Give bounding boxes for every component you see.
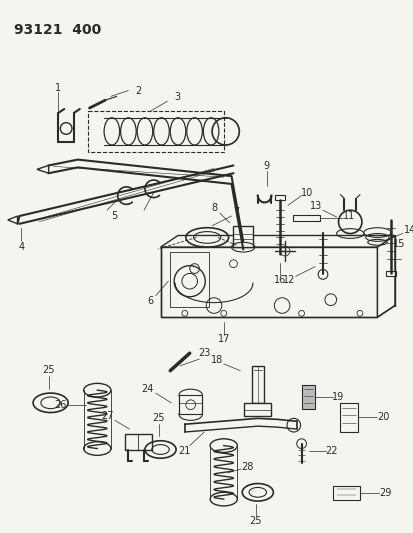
Bar (252, 366, 263, 403)
Polygon shape (37, 165, 48, 173)
Text: 7: 7 (233, 207, 239, 217)
Polygon shape (8, 216, 17, 224)
Bar (332, 487, 359, 500)
Text: 23: 23 (198, 348, 210, 358)
Polygon shape (244, 403, 271, 416)
Text: 4: 4 (18, 242, 24, 252)
Text: 8: 8 (211, 203, 216, 213)
Text: 13: 13 (309, 201, 321, 211)
Bar (275, 195, 284, 200)
Text: 27: 27 (100, 411, 113, 422)
Polygon shape (160, 247, 377, 317)
Text: 18: 18 (210, 355, 223, 365)
Polygon shape (377, 236, 394, 317)
Text: 19: 19 (332, 392, 344, 402)
Bar (233, 226, 252, 247)
Text: 3: 3 (173, 92, 180, 102)
Text: 29: 29 (378, 488, 390, 498)
Text: 21: 21 (178, 447, 190, 456)
Text: 93121  400: 93121 400 (14, 23, 101, 37)
Text: 17: 17 (217, 334, 229, 344)
Bar (124, 434, 152, 449)
Text: 20: 20 (376, 413, 389, 422)
Text: 10: 10 (301, 188, 313, 198)
Text: 9: 9 (263, 161, 269, 172)
Text: 6: 6 (147, 296, 154, 305)
Text: 22: 22 (325, 447, 337, 456)
Bar (87, 111, 223, 152)
Text: 2: 2 (135, 85, 141, 95)
Text: 12: 12 (282, 275, 294, 285)
Text: 11: 11 (342, 211, 354, 221)
Bar (178, 395, 202, 415)
Text: 16: 16 (273, 275, 286, 285)
Text: 26: 26 (54, 400, 66, 410)
Bar (292, 215, 319, 221)
Bar (301, 385, 314, 409)
Polygon shape (170, 252, 209, 308)
Text: 14: 14 (404, 224, 413, 235)
Text: 24: 24 (141, 384, 154, 394)
Text: 28: 28 (240, 462, 253, 472)
Bar (339, 403, 357, 432)
Text: 1: 1 (55, 83, 61, 93)
Polygon shape (160, 236, 394, 247)
Text: 15: 15 (392, 239, 404, 249)
Text: 25: 25 (42, 365, 55, 375)
Bar (385, 271, 395, 276)
Text: 25: 25 (152, 414, 164, 423)
Text: 25: 25 (249, 516, 261, 527)
Text: 5: 5 (112, 211, 118, 221)
